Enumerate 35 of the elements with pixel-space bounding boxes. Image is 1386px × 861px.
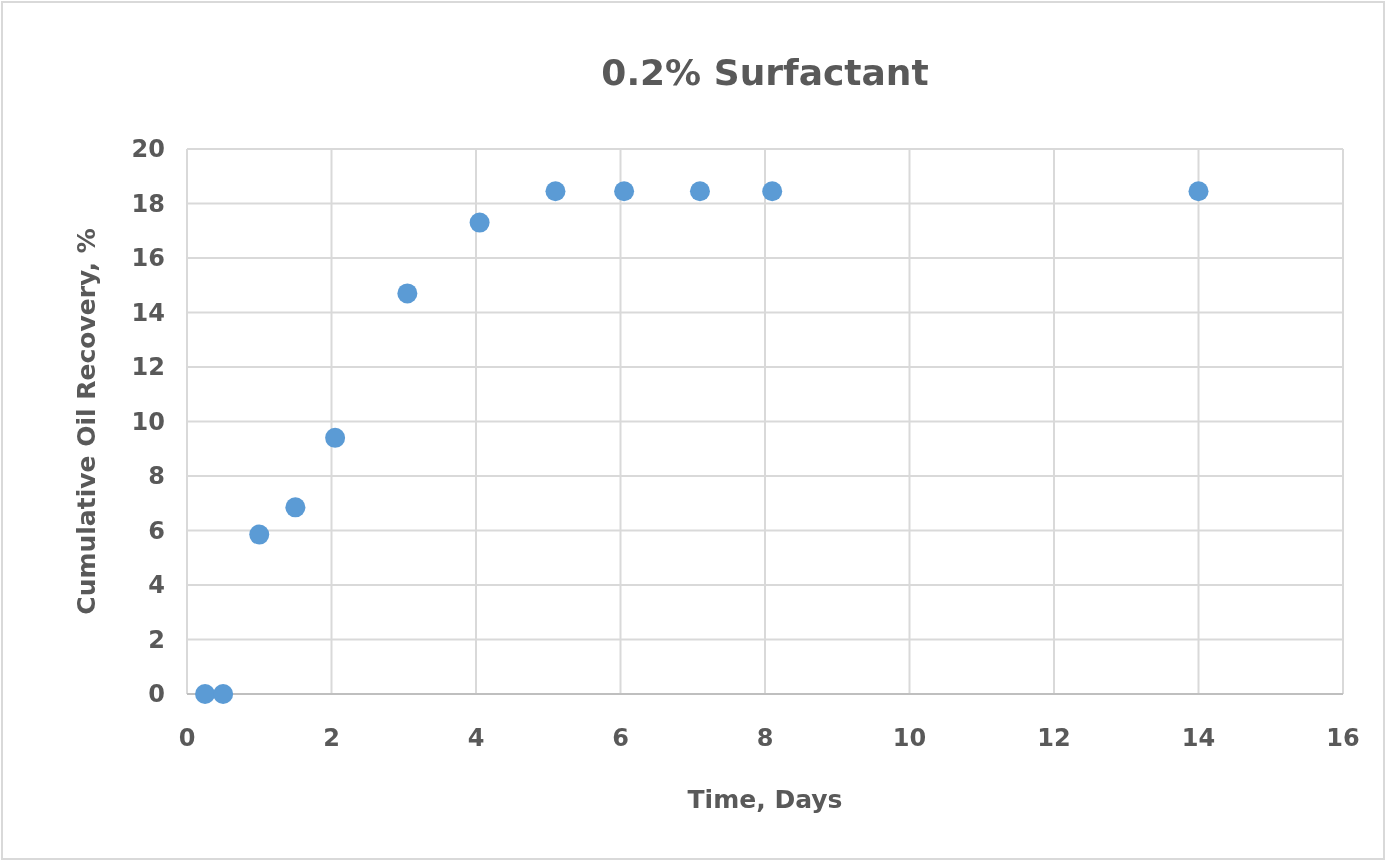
x-tick-label: 2 (323, 724, 340, 752)
y-tick-label: 18 (131, 189, 165, 218)
x-axis-title: Time, Days (687, 785, 843, 814)
x-tick-label: 0 (178, 724, 196, 752)
point (689, 181, 710, 202)
x-tick-label: 14 (1181, 724, 1216, 752)
point (614, 181, 635, 202)
point (397, 283, 418, 304)
x-tick-label: 10 (892, 724, 927, 752)
y-tick-label: 0 (148, 680, 165, 709)
y-tick-label: 12 (131, 353, 165, 382)
x-tick-label: 6 (612, 724, 629, 752)
x-tick-label: 16 (1326, 724, 1360, 752)
y-tick-label: 14 (131, 298, 165, 327)
point (469, 212, 490, 233)
chart-title: 0.2% Surfactant (601, 52, 929, 93)
point (545, 181, 566, 202)
x-tick-label: 12 (1037, 724, 1071, 752)
y-tick-label: 6 (148, 516, 165, 545)
y-tick-label: 2 (148, 625, 165, 654)
x-tick-label: 8 (756, 724, 774, 752)
point (249, 524, 270, 545)
y-tick-label: 4 (148, 571, 165, 600)
y-tick-label: 16 (131, 244, 165, 273)
point (213, 684, 234, 704)
point (325, 427, 346, 448)
point (195, 684, 216, 704)
y-axis-title: Cumulative Oil Recovery, % (72, 228, 101, 615)
y-tick-label: 20 (131, 135, 165, 164)
point (762, 181, 783, 202)
x-tick-label: 4 (467, 724, 485, 752)
y-tick-label: 8 (148, 462, 165, 491)
point (285, 497, 306, 518)
point (1188, 181, 1209, 202)
y-tick-label: 10 (131, 407, 165, 436)
